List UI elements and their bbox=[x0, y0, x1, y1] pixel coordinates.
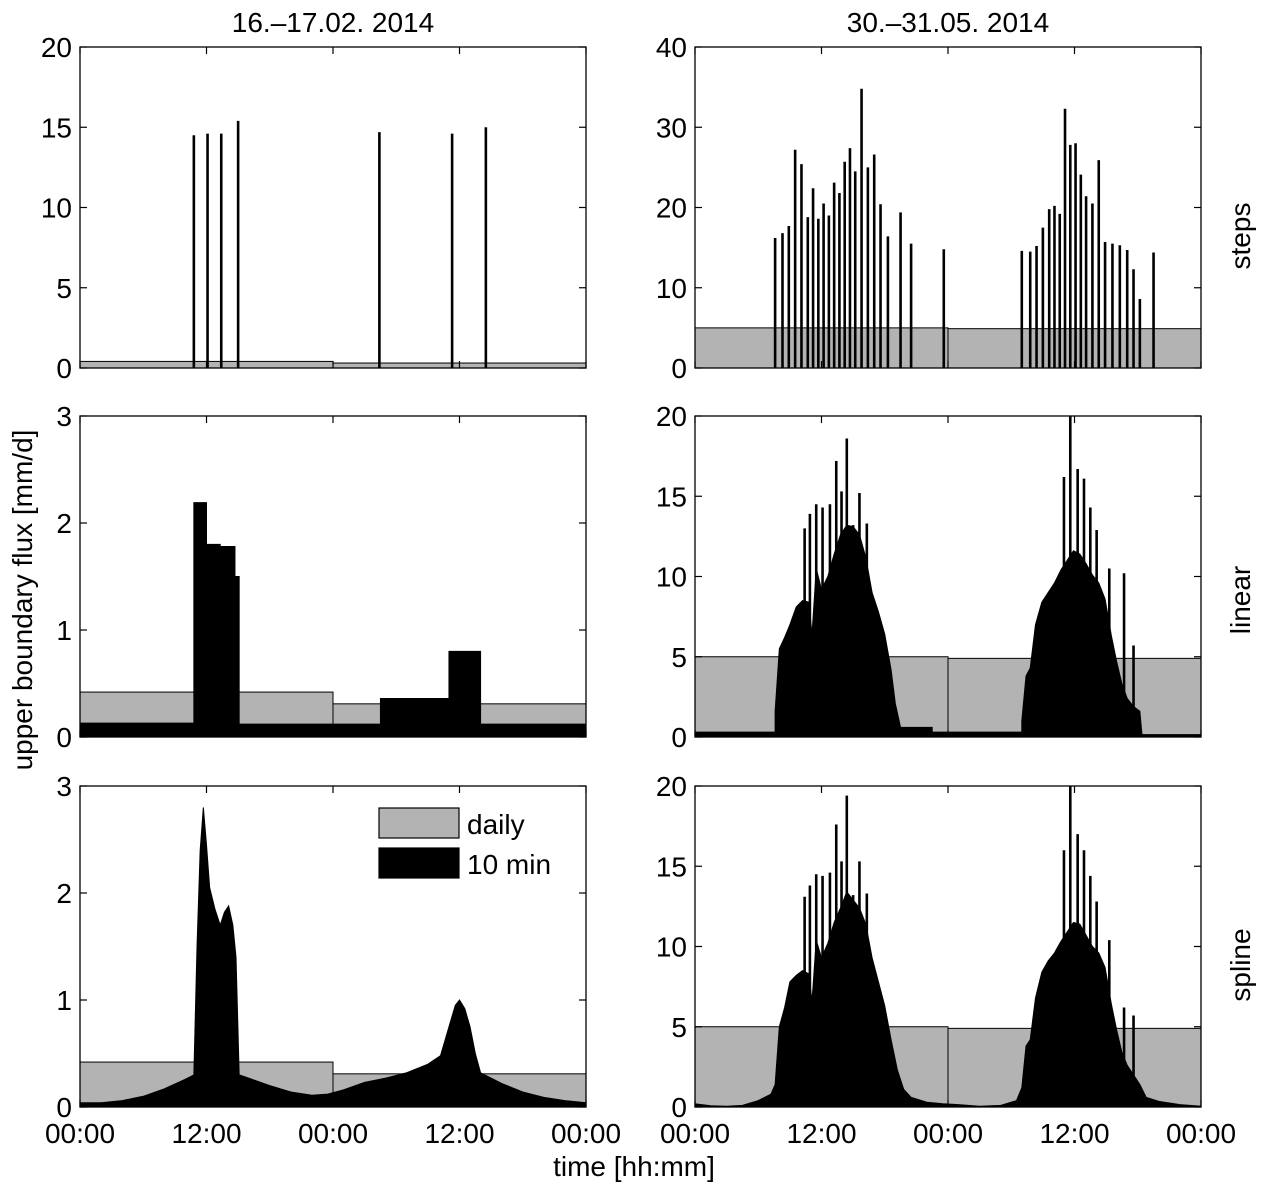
y-tick-label: 5 bbox=[671, 642, 687, 673]
x-tick-label: 00:00 bbox=[45, 1118, 115, 1149]
y-tick-label: 20 bbox=[41, 32, 72, 63]
ten-min-series bbox=[79, 807, 587, 1108]
y-tick-label: 0 bbox=[671, 1092, 687, 1123]
row-label-spline: spline bbox=[1225, 928, 1256, 1001]
legend: daily 10 min bbox=[376, 803, 576, 885]
y-tick-label: 1 bbox=[56, 615, 72, 646]
x-tick-label: 12:00 bbox=[424, 1118, 494, 1149]
y-tick-label: 15 bbox=[656, 481, 687, 512]
y-tick-label: 5 bbox=[671, 1012, 687, 1043]
y-tick-label: 20 bbox=[656, 193, 687, 224]
x-tick-label: 00:00 bbox=[298, 1118, 368, 1149]
panel-2: 0 1 2 3 bbox=[56, 401, 587, 753]
axes-frame bbox=[79, 46, 587, 369]
y-tick-label: 10 bbox=[656, 273, 687, 304]
y-tick-label: 15 bbox=[41, 112, 72, 143]
row-label-linear: linear bbox=[1225, 566, 1256, 634]
row-label-steps: steps bbox=[1225, 203, 1256, 270]
x-tick-label: 00:00 bbox=[660, 1118, 730, 1149]
y-tick-label: 0 bbox=[56, 722, 72, 753]
y-tick-label: 5 bbox=[56, 273, 72, 304]
axes-frame bbox=[694, 46, 1202, 369]
panel-0: 0 5 10 15 20 bbox=[41, 32, 587, 384]
y-tick-label: 0 bbox=[56, 353, 72, 384]
panel-5: 0 5 10 15 20 00:00 12:00 00:00 12:00 00:00 bbox=[656, 771, 1236, 1149]
y-tick-label: 10 bbox=[656, 562, 687, 593]
panel-1: 0 10 20 30 40 bbox=[656, 32, 1202, 384]
y-tick-label: 0 bbox=[56, 1092, 72, 1123]
x-axis-label: time [hh:mm] bbox=[553, 1151, 715, 1182]
legend-swatch-daily bbox=[378, 807, 460, 839]
y-tick-label: 0 bbox=[671, 353, 687, 384]
y-tick-label: 3 bbox=[56, 401, 72, 432]
y-tick-label: 3 bbox=[56, 771, 72, 802]
x-tick-label: 12:00 bbox=[1039, 1118, 1109, 1149]
y-tick-label: 30 bbox=[656, 112, 687, 143]
legend-label-daily: daily bbox=[467, 809, 525, 840]
y-tick-label: 10 bbox=[656, 932, 687, 963]
column-title-left: 16.–17.02. 2014 bbox=[232, 7, 434, 38]
y-tick-label: 2 bbox=[56, 878, 72, 909]
x-tick-label: 00:00 bbox=[551, 1118, 621, 1149]
ten-min-series bbox=[79, 502, 587, 738]
panel-4: 0 1 2 3 00:00 12:00 00:00 12:00 00:00 bbox=[45, 771, 621, 1149]
x-tick-label: 12:00 bbox=[786, 1118, 856, 1149]
axes-frame bbox=[79, 415, 587, 738]
x-tick-label: 00:00 bbox=[913, 1118, 983, 1149]
x-tick-label: 12:00 bbox=[171, 1118, 241, 1149]
y-tick-label: 0 bbox=[671, 722, 687, 753]
y-tick-label: 10 bbox=[41, 193, 72, 224]
column-title-right: 30.–31.05. 2014 bbox=[847, 7, 1049, 38]
panel-3: 0 5 10 15 20 bbox=[656, 401, 1202, 753]
y-tick-label: 15 bbox=[656, 851, 687, 882]
y-tick-label: 20 bbox=[656, 771, 687, 802]
x-tick-label: 00:00 bbox=[1166, 1118, 1236, 1149]
y-tick-label: 40 bbox=[656, 32, 687, 63]
legend-swatch-10min bbox=[378, 847, 460, 879]
y-tick-label: 1 bbox=[56, 985, 72, 1016]
y-axis-label: upper boundary flux [mm/d] bbox=[7, 430, 38, 771]
y-tick-label: 2 bbox=[56, 508, 72, 539]
y-tick-label: 20 bbox=[656, 401, 687, 432]
legend-label-10min: 10 min bbox=[467, 849, 551, 880]
